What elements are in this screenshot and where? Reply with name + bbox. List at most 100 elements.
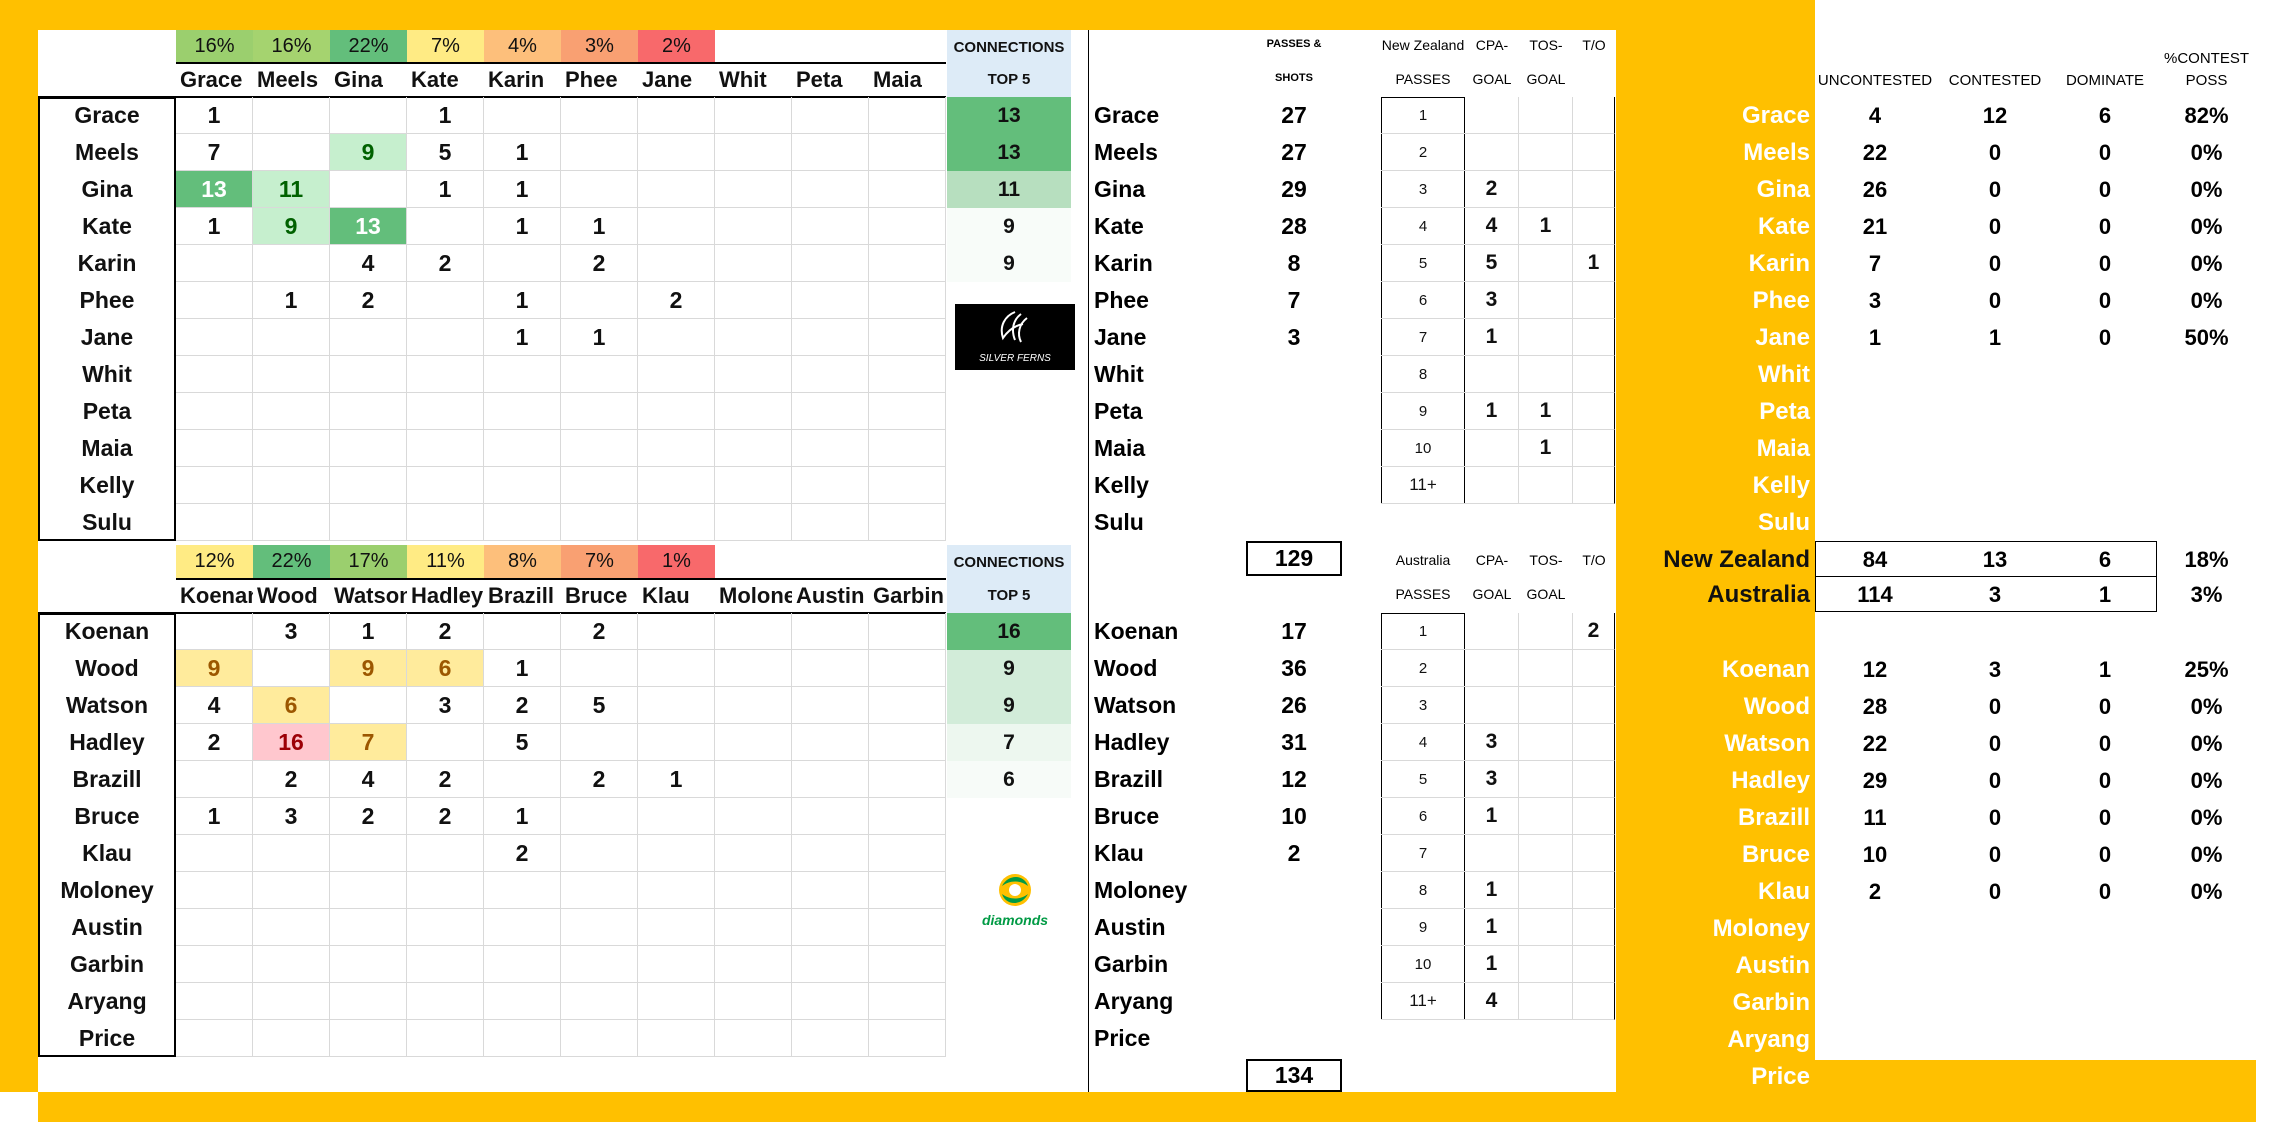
contest-au-3-3: 0%: [2190, 767, 2223, 793]
nz-cell-4-5: 2: [561, 245, 638, 282]
contest-nz-5-3: 0%: [2190, 287, 2223, 313]
au-to-10: [1573, 983, 1615, 1020]
au-cell-7-1: [253, 872, 330, 909]
gold-block-names-au: [1616, 540, 1815, 1092]
au-cell-8-4: [484, 909, 561, 946]
contest-nz-name-0: Grace: [1741, 101, 1810, 129]
nz-cell-10-9: [869, 467, 946, 504]
au-pass-val-8: [1246, 909, 1342, 946]
nz-col-head-9: Maia: [873, 66, 922, 92]
au-cpa-6: [1465, 835, 1519, 872]
au-col-head-2: Watson: [334, 582, 407, 608]
nz-tos-4: [1519, 245, 1573, 282]
nz-pct-3: 7%: [407, 30, 484, 62]
contest-nz-name-4: Karin: [1748, 249, 1810, 277]
au-cell-8-7: [715, 909, 792, 946]
au-pass-name-9: Garbin: [1094, 951, 1169, 977]
au-pass-name-4: Brazill: [1094, 766, 1164, 792]
au-cell-5-2: 2: [330, 798, 407, 835]
nz-pass-name-8: Peta: [1094, 398, 1143, 424]
au-cell-6-6: [638, 835, 715, 872]
au-to-5: [1573, 798, 1615, 835]
nz-cell-9-2: [330, 430, 407, 467]
nz-passes-head2: SHOTS: [1275, 72, 1313, 84]
au-row-name-9: Garbin: [69, 951, 145, 977]
nz-cell-10-6: [638, 467, 715, 504]
au-pct-6: 1%: [638, 545, 715, 578]
contest-au-name-6: Klau: [1757, 877, 1810, 905]
gold-strip-right: [1815, 1060, 2256, 1092]
au-names-box: [38, 613, 176, 1057]
au-cell-10-9: [869, 983, 946, 1020]
nz-to-8: [1573, 393, 1615, 430]
contest-au-1-0: 28: [1862, 693, 1888, 719]
au-cell-6-7: [715, 835, 792, 872]
au-cell-10-3: [407, 983, 484, 1020]
nz-top-line: [38, 96, 946, 98]
au-cell-11-2: [330, 1020, 407, 1057]
au-tos-4: [1519, 761, 1573, 798]
contest-nz-name-9: Maia: [1756, 434, 1810, 462]
au-cell-0-9: [869, 613, 946, 650]
contest-au-6-0: 2: [1868, 878, 1882, 904]
nz-cell-7-7: [715, 356, 792, 393]
au-row-name-5: Bruce: [74, 803, 140, 829]
contest-au-2-3: 0%: [2190, 730, 2223, 756]
contest-nz-2-0: 26: [1862, 176, 1888, 202]
nz-cpa-0: [1465, 97, 1519, 134]
au-cell-10-2: [330, 983, 407, 1020]
au-tos-0: [1519, 613, 1573, 650]
nz-pass-val-6: 3: [1287, 324, 1301, 350]
nz-pass-val-1: 27: [1281, 139, 1307, 165]
au-row-name-2: Watson: [65, 692, 149, 718]
nz-cell-8-3: [407, 393, 484, 430]
au-pass-name-11: Price: [1094, 1025, 1151, 1051]
au-top5-label: TOP 5: [947, 578, 1071, 613]
au-cell-9-7: [715, 946, 792, 983]
au-row-name-0: Koenan: [64, 618, 150, 644]
contest-nz-6-0: 1: [1868, 324, 1882, 350]
nz-to-0: [1573, 97, 1615, 134]
nz-cell-1-1: [253, 134, 330, 171]
au-cell-9-0: [176, 946, 253, 983]
nz-pass-num-10: 11+: [1381, 467, 1465, 504]
au-pass-num-0: 1: [1381, 613, 1465, 650]
au-cell-10-1: [253, 983, 330, 1020]
nz-pass-num-7: 8: [1381, 356, 1465, 393]
nz-cell-2-5: [561, 171, 638, 208]
au-pass-name-3: Hadley: [1094, 729, 1170, 755]
contest-nz-name-2: Gina: [1756, 175, 1810, 203]
nz-cell-4-8: [792, 245, 869, 282]
nz-tos-0: [1519, 97, 1573, 134]
au-cell-9-5: [561, 946, 638, 983]
contest-au-0-0: 12: [1862, 656, 1888, 682]
nz-cell-0-5: [561, 97, 638, 134]
nz-cell-9-1: [253, 430, 330, 467]
au-col-head-8: Austin: [796, 582, 865, 608]
nz-cell-2-7: [715, 171, 792, 208]
nz-pct-4: 4%: [484, 30, 561, 62]
nz-col-head-4: Karin: [488, 66, 545, 92]
nz-pass-num-6: 7: [1381, 319, 1465, 356]
au-cpa-9: 1: [1465, 946, 1519, 983]
au-col-head-3: Hadley: [411, 582, 484, 608]
au-cell-1-9: [869, 650, 946, 687]
au-to-4: [1573, 761, 1615, 798]
au-tos-3: [1519, 724, 1573, 761]
nz-cell-6-1: [253, 319, 330, 356]
nz-cell-8-8: [792, 393, 869, 430]
nz-cell-3-7: [715, 208, 792, 245]
au-cell-3-2: 7: [330, 724, 407, 761]
au-pass-name-5: Bruce: [1094, 803, 1160, 829]
nz-pct-1: 16%: [253, 30, 330, 62]
au-cell-2-8: [792, 687, 869, 724]
contest-nz-1-1: 0: [1988, 139, 2002, 165]
nz-cell-5-2: 2: [330, 282, 407, 319]
contest-nz-name-3: Kate: [1757, 212, 1810, 240]
au-row-name-4: Brazill: [72, 766, 142, 792]
nz-passes-total: 129: [1246, 541, 1342, 576]
au-cell-11-1: [253, 1020, 330, 1057]
au-pass-name-1: Wood: [1094, 655, 1158, 681]
nz-col-head-5: Phee: [565, 66, 618, 92]
nz-cell-7-8: [792, 356, 869, 393]
